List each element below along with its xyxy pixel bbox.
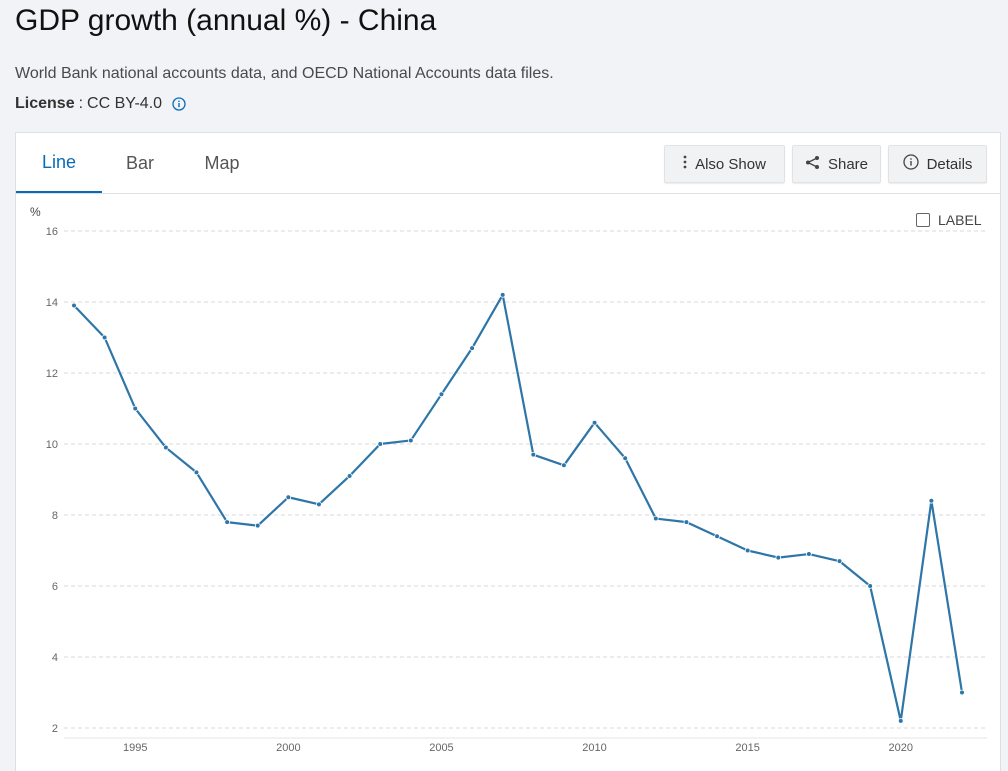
- data-point: [959, 689, 965, 696]
- more-vertical-icon: [683, 155, 687, 173]
- data-point: [683, 519, 690, 525]
- data-point: [775, 554, 782, 561]
- license-label: License: [15, 95, 75, 112]
- data-point: [622, 455, 628, 462]
- data-point: [101, 334, 108, 341]
- data-point: [224, 519, 230, 525]
- info-icon[interactable]: [172, 97, 186, 111]
- label-toggle-text: LABEL: [938, 212, 982, 228]
- also-show-label: Also Show: [695, 155, 766, 173]
- y-axis-unit-label: %: [30, 205, 41, 219]
- data-point: [897, 718, 904, 724]
- tab-map[interactable]: Map: [204, 152, 240, 173]
- data-point: [469, 345, 475, 351]
- data-point: [714, 533, 720, 540]
- license-value: CC BY-4.0: [87, 95, 163, 112]
- tab-bar[interactable]: Bar: [125, 152, 154, 173]
- data-point: [377, 441, 384, 447]
- details-button[interactable]: Details: [888, 145, 987, 183]
- series-line: [73, 293, 964, 723]
- license-row: License : CC BY-4.0: [15, 95, 186, 113]
- data-point: [867, 583, 873, 589]
- data-point: [652, 515, 659, 522]
- share-icon: [805, 155, 820, 174]
- x-tick-label: 1995: [123, 742, 147, 754]
- share-label: Share: [827, 155, 869, 173]
- y-tick-label: 2: [52, 723, 58, 735]
- also-show-button[interactable]: Also Show: [664, 145, 785, 183]
- license-separator: :: [78, 95, 84, 112]
- x-tick-label: 2005: [429, 742, 453, 754]
- y-tick-label: 8: [52, 510, 58, 522]
- label-checkbox[interactable]: [916, 213, 930, 227]
- data-point: [744, 547, 751, 554]
- info-circle-icon: [902, 154, 919, 174]
- chart-card: Line Bar Map Also Show Share Details LAB…: [15, 132, 1001, 771]
- data-point: [132, 405, 139, 412]
- data-point: [928, 497, 935, 504]
- data-point: [193, 469, 200, 476]
- data-point: [408, 437, 414, 444]
- y-tick-label: 10: [46, 439, 58, 451]
- page-title: GDP growth (annual %) - China: [15, 4, 437, 37]
- source-note: World Bank national accounts data, and O…: [15, 65, 554, 82]
- data-point: [806, 551, 812, 557]
- x-tick-label: 2010: [582, 742, 606, 754]
- x-axis-ticks: 1995 2000 2005 2010 2015 2020: [123, 742, 913, 754]
- data-point: [316, 501, 322, 508]
- data-point: [346, 473, 353, 479]
- data-point: [499, 292, 506, 298]
- y-tick-label: 12: [46, 368, 58, 380]
- y-axis-ticks: 2 4 6 8 10 12 14 16: [46, 226, 58, 735]
- y-tick-label: 16: [46, 226, 58, 238]
- data-point: [836, 558, 843, 564]
- data-point: [71, 302, 77, 309]
- data-point: [591, 419, 598, 426]
- data-point: [163, 444, 169, 451]
- chart-tabbar: Line Bar Map Also Show Share Details: [16, 133, 1000, 194]
- data-point: [254, 522, 261, 529]
- data-point: [561, 462, 567, 469]
- y-tick-label: 14: [46, 297, 58, 309]
- chart-series: [71, 292, 965, 724]
- x-tick-label: 2015: [735, 742, 759, 754]
- x-tick-label: 2020: [889, 742, 913, 754]
- share-button[interactable]: Share: [792, 145, 881, 183]
- data-point: [438, 391, 445, 398]
- x-tick-label: 2000: [276, 742, 300, 754]
- data-point: [530, 451, 537, 458]
- line-chart: 2 4 6 8 10 12 14 16 1995 2000 2005 2010 2015 2020 %: [30, 205, 987, 754]
- label-toggle[interactable]: LABEL: [916, 212, 982, 228]
- tab-line[interactable]: Line: [16, 133, 102, 193]
- details-label: Details: [926, 155, 973, 173]
- data-point: [285, 494, 292, 501]
- y-tick-label: 4: [52, 652, 58, 664]
- chart-grid: [64, 230, 987, 739]
- y-tick-label: 6: [52, 581, 58, 593]
